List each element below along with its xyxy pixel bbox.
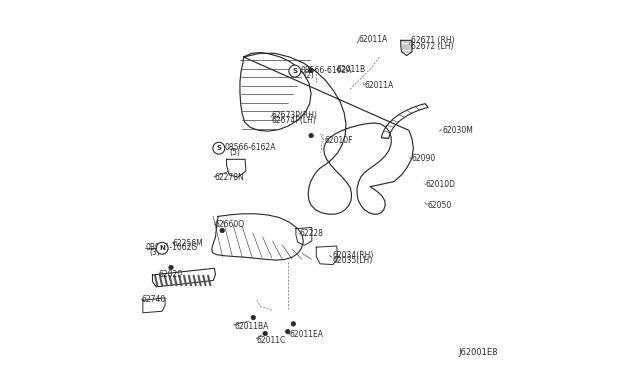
Text: 62256M: 62256M (173, 238, 204, 248)
Text: 62740: 62740 (141, 295, 166, 304)
Circle shape (251, 315, 255, 320)
Text: 62011C: 62011C (256, 336, 285, 345)
Text: 62010D: 62010D (426, 180, 456, 189)
Circle shape (156, 242, 168, 254)
Text: N: N (159, 245, 165, 251)
Text: 62034(RH): 62034(RH) (332, 251, 374, 260)
Text: 62011BA: 62011BA (234, 321, 268, 331)
Circle shape (213, 142, 225, 154)
Text: 62672 (LH): 62672 (LH) (411, 42, 453, 51)
Text: 62674P(LH): 62674P(LH) (271, 116, 316, 125)
Circle shape (289, 65, 301, 77)
Circle shape (291, 322, 296, 326)
Text: 62011A: 62011A (359, 35, 388, 44)
Text: (5): (5) (229, 148, 240, 157)
Text: 62011EA: 62011EA (290, 330, 324, 340)
Circle shape (263, 331, 268, 336)
Text: 62090: 62090 (412, 154, 436, 163)
Text: 62020: 62020 (159, 270, 183, 279)
Text: (2): (2) (303, 71, 314, 80)
Text: 62011B: 62011B (337, 65, 366, 74)
Text: 62011A: 62011A (364, 81, 394, 90)
Text: 62673P(RH): 62673P(RH) (271, 111, 317, 120)
Circle shape (285, 330, 290, 334)
Circle shape (169, 265, 173, 270)
Text: 0B911-1062G: 0B911-1062G (146, 243, 198, 252)
Circle shape (308, 68, 313, 73)
Text: 62035(LH): 62035(LH) (332, 256, 372, 265)
Text: 62050: 62050 (428, 201, 452, 210)
Text: S: S (292, 68, 298, 74)
Text: 08566-6162A: 08566-6162A (225, 143, 276, 152)
Circle shape (309, 134, 314, 138)
Text: (3): (3) (150, 248, 161, 257)
Text: 62278N: 62278N (214, 173, 244, 182)
Text: 62671 (RH): 62671 (RH) (411, 36, 454, 45)
Text: 62660Q: 62660Q (214, 220, 244, 229)
Text: 62228: 62228 (300, 229, 323, 238)
Text: 62030M: 62030M (442, 126, 473, 135)
Text: S: S (216, 145, 221, 151)
Text: 08566-6162A: 08566-6162A (300, 66, 352, 75)
Circle shape (220, 228, 225, 233)
Text: 62010F: 62010F (324, 136, 353, 145)
Text: J62001E8: J62001E8 (458, 348, 498, 357)
